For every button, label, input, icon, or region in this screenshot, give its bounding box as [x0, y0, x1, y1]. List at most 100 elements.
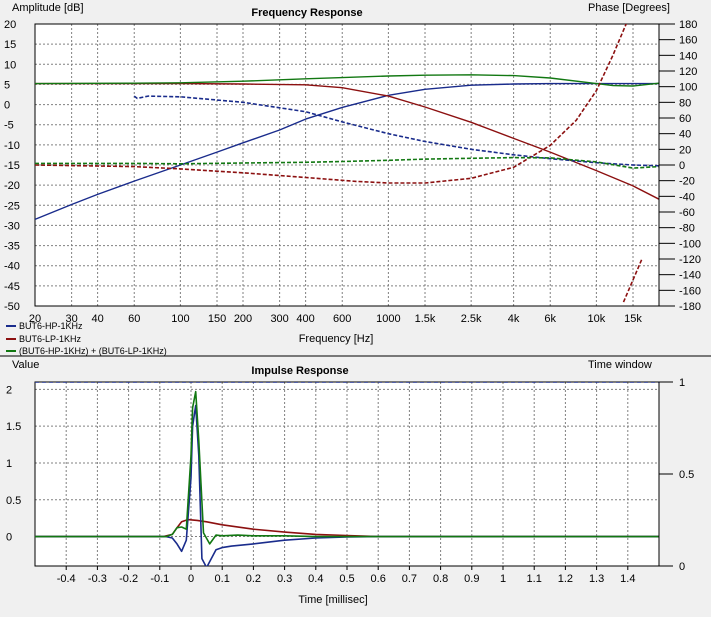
freq-x-tick-label: 300 — [270, 313, 288, 325]
freq-y-tick-label: 0 — [4, 100, 10, 112]
freq-series — [35, 24, 659, 303]
freq-x-tick-label: 200 — [234, 313, 252, 325]
freq-y2-tick-label: 180 — [679, 19, 697, 31]
freq-y-tick-label: -35 — [4, 241, 20, 253]
impulse-series — [35, 382, 659, 566]
freq-series-amplitude-1 — [35, 82, 659, 200]
freq-x-tick-label: 4k — [508, 313, 520, 325]
freq-y-tick-label: -30 — [4, 220, 20, 232]
freq-y2-tick-label: -100 — [679, 238, 701, 250]
freq-x-tick-label: 15k — [624, 313, 642, 325]
freq-x-tick-label: 40 — [91, 313, 103, 325]
freq-y-tick-label: 15 — [4, 39, 16, 51]
freq-y2-tick-label: -160 — [679, 285, 701, 297]
impulse-x-tick-label: 1.1 — [527, 573, 542, 585]
impulse-y-tick-label: 0.5 — [6, 495, 21, 507]
freq-x-tick-label: 1.5k — [415, 313, 436, 325]
impulse-y2-tick-label: 1 — [679, 377, 685, 389]
freq-y2-tick-label: -120 — [679, 254, 701, 266]
freq-y-ticks: 20 15 10 5 0 -5 -10 -15 -20 -25 -30 -35 -40 -45 -50 — [4, 19, 20, 313]
freq-series-phase-6 — [35, 156, 659, 169]
freq-y2-tick-label: 140 — [679, 50, 697, 62]
impulse-x-tick-label: 1 — [500, 573, 506, 585]
freq-x-tick-label: 150 — [208, 313, 226, 325]
impulse-y2-tick-label: 0 — [679, 561, 685, 573]
impulse-x-tick-label: 1.3 — [589, 573, 604, 585]
impulse-y2-axis-label: Time window — [588, 359, 652, 371]
freq-y2-axis-label: Phase [Degrees] — [588, 2, 670, 14]
freq-x-axis-label: Frequency [Hz] — [299, 333, 374, 345]
impulse-y2-ticks: 10.50 — [659, 377, 694, 573]
impulse-y-tick-label: 2 — [6, 384, 12, 396]
freq-x-tick-label: 20 — [29, 313, 41, 325]
freq-y2-tick-label: 120 — [679, 66, 697, 78]
freq-y2-tick-label: -20 — [679, 176, 695, 188]
freq-y-tick-label: 20 — [4, 19, 16, 31]
impulse-y-tick-label: 1.5 — [6, 421, 21, 433]
freq-series-phase-wrap-5 — [622, 259, 643, 303]
impulse-x-tick-label: 0.4 — [308, 573, 323, 585]
impulse-x-tick-label: 0.7 — [402, 573, 417, 585]
freq-legend: BUT6-HP-1KHz BUT6-LP-1KHz (BUT6-HP-1KHz)… — [6, 321, 167, 356]
freq-y2-tick-label: 40 — [679, 129, 691, 141]
impulse-x-ticks: -0.4 -0.3 -0.2 -0.1 0 0.1 0.2 0.3 0.4 0.5 0.6 0.7 0.… — [57, 566, 635, 585]
impulse-x-tick-label: 0 — [188, 573, 194, 585]
impulse-x-tick-label: -0.4 — [57, 573, 76, 585]
impulse-x-tick-label: 0.1 — [215, 573, 230, 585]
impulse-x-axis-label: Time [millisec] — [298, 594, 367, 606]
freq-y-tick-label: -40 — [4, 261, 20, 273]
freq-y2-tick-label: -40 — [679, 191, 695, 203]
impulse-x-tick-label: 0.9 — [464, 573, 479, 585]
freq-y2-tick-label: 0 — [679, 160, 685, 172]
freq-y-tick-label: -10 — [4, 140, 20, 152]
impulse-x-tick-label: -0.3 — [88, 573, 107, 585]
freq-x-tick-label: 100 — [171, 313, 189, 325]
freq-y-tick-label: 10 — [4, 59, 16, 71]
impulse-x-tick-label: 0.2 — [246, 573, 261, 585]
freq-y2-tick-label: 100 — [679, 82, 697, 94]
freq-grid — [34, 23, 659, 307]
impulse-y2-tick-label: 0.5 — [679, 469, 694, 481]
freq-x-tick-label: 400 — [296, 313, 314, 325]
freq-y-tick-label: -5 — [4, 120, 14, 132]
freq-x-tick-label: 30 — [66, 313, 78, 325]
freq-y-tick-label: -50 — [4, 301, 20, 313]
impulse-x-tick-label: 1.4 — [620, 573, 635, 585]
impulse-x-tick-label: -0.2 — [119, 573, 138, 585]
legend-entry-hp: BUT6-HP-1KHz — [19, 321, 83, 331]
freq-x-tick-label: 1000 — [376, 313, 400, 325]
freq-y2-ticks: 180 160 140 120 100 80 60 40 20 0 -20 -40 -60 -80 -100… — [659, 19, 701, 313]
freq-series-phase-4 — [35, 24, 627, 184]
freq-x-tick-label: 10k — [588, 313, 606, 325]
freq-y2-tick-label: -60 — [679, 207, 695, 219]
impulse-x-tick-label: 1.2 — [558, 573, 573, 585]
freq-y-axis-label: Amplitude [dB] — [12, 2, 84, 14]
impulse-x-tick-label: 0.5 — [339, 573, 354, 585]
freq-series-amplitude-0 — [35, 82, 659, 221]
freq-x-tick-label: 2.5k — [461, 313, 482, 325]
freq-x-tick-label: 60 — [128, 313, 140, 325]
freq-y-tick-label: -45 — [4, 281, 20, 293]
impulse-chart-title: Impulse Response — [251, 365, 348, 377]
impulse-series-2 — [35, 390, 659, 545]
freq-x-tick-label: 600 — [333, 313, 351, 325]
impulse-y-ticks: 2 1.5 1 0.5 0 — [6, 384, 21, 543]
impulse-x-tick-label: -0.1 — [150, 573, 169, 585]
freq-y2-tick-label: 20 — [679, 144, 691, 156]
impulse-x-tick-label: 0.3 — [277, 573, 292, 585]
legend-entry-lp: BUT6-LP-1KHz — [19, 334, 82, 344]
freq-y2-tick-label: 80 — [679, 97, 691, 109]
freq-y-tick-label: -15 — [4, 160, 20, 172]
freq-x-ticks: 20 30 40 60 100 150 200 300 400 600 1000 1.5k 2.5k 4k… — [29, 313, 642, 325]
freq-x-tick-label: 6k — [544, 313, 556, 325]
freq-y2-tick-label: -140 — [679, 270, 701, 282]
impulse-x-tick-label: 0.6 — [371, 573, 386, 585]
freq-y-tick-label: 5 — [4, 79, 10, 91]
impulse-grid — [35, 382, 659, 566]
freq-y2-tick-label: -80 — [679, 223, 695, 235]
freq-series-amplitude-2 — [35, 74, 659, 87]
impulse-y-tick-label: 0 — [6, 532, 12, 544]
freq-y-tick-label: -25 — [4, 200, 20, 212]
freq-y2-tick-label: 60 — [679, 113, 691, 125]
freq-y2-tick-label: -180 — [679, 301, 701, 313]
